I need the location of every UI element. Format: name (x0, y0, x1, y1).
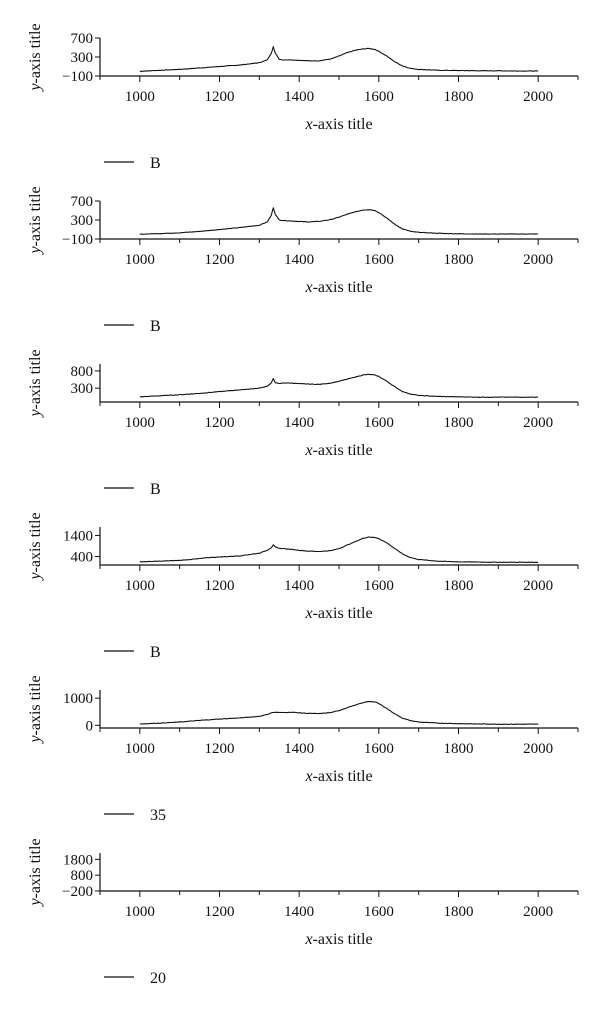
legend-label: 35 (150, 807, 166, 824)
y-tick-label: 300 (71, 213, 94, 229)
x-tick-label: 1800 (444, 904, 474, 920)
x-tick-label: 1600 (364, 415, 394, 431)
y-tick-label: 0 (86, 718, 94, 734)
x-tick-label: 1800 (444, 578, 474, 594)
x-axis-title: x-axis title (304, 116, 372, 133)
y-tick-label: 300 (71, 381, 94, 397)
x-tick-label: 1600 (364, 578, 394, 594)
x-tick-label: 1000 (125, 415, 155, 431)
y-tick-label: 700 (71, 194, 94, 210)
y-tick-label: −200 (62, 884, 93, 900)
legend-label: B (150, 644, 161, 661)
legend-label: B (150, 481, 161, 498)
x-tick-label: 1200 (205, 904, 235, 920)
x-tick-label: 1600 (364, 252, 394, 268)
x-tick-label: 1200 (205, 578, 235, 594)
y-axis-title: y-axis title (27, 838, 44, 907)
series-line-1 (139, 373, 539, 398)
chart-panel-2: 1000 1200 1400 1600 1800 2000 −100 300 700 y-axis… (27, 186, 579, 335)
series-line-1 (139, 46, 539, 72)
x-tick-label: 1000 (125, 578, 155, 594)
x-tick-label: 1000 (125, 741, 155, 757)
x-axis-title: x-axis title (304, 605, 372, 622)
x-tick-label: 2000 (523, 904, 553, 920)
y-tick-label: 1800 (63, 852, 93, 868)
x-tick-label: 2000 (523, 252, 553, 268)
y-axis-title: y-axis title (27, 349, 44, 418)
legend-label: B (150, 318, 161, 335)
y-tick-label: −100 (62, 232, 93, 248)
x-tick-label: 2000 (523, 741, 553, 757)
x-tick-label: 2000 (523, 415, 553, 431)
x-tick-label: 1800 (444, 252, 474, 268)
x-axis-title: x-axis title (304, 279, 372, 296)
y-axis-title: y-axis title (27, 512, 44, 581)
x-axis-title: x-axis title (304, 442, 372, 459)
series-line-1 (139, 207, 539, 235)
chart-panel-1: 1000 1200 1400 1600 1800 2000 −100 300 700 y-axis… (27, 23, 579, 172)
x-tick-label: 1000 (125, 904, 155, 920)
chart-panel-5: 1000 1200 1400 1600 1800 2000 0 1000 y-axis titl… (27, 675, 579, 824)
y-tick-label: 1400 (63, 528, 93, 544)
x-tick-label: 1200 (205, 415, 235, 431)
y-axis-title: y-axis title (27, 23, 44, 92)
legend-label: 20 (150, 970, 166, 987)
y-tick-label: 1000 (63, 691, 93, 707)
x-tick-label: 1800 (444, 741, 474, 757)
y-tick-label: 400 (71, 550, 94, 566)
y-axis-title: y-axis title (27, 186, 44, 255)
y-axis-title: y-axis title (27, 675, 44, 744)
y-tick-label: 800 (71, 868, 94, 884)
chart-panel-6: 1000 1200 1400 1600 1800 2000−2008001800y-axi… (27, 838, 579, 987)
x-tick-label: 1400 (284, 89, 314, 105)
x-tick-label: 1200 (205, 741, 235, 757)
x-tick-label: 1400 (284, 252, 314, 268)
x-tick-label: 1800 (444, 89, 474, 105)
x-axis-title: x-axis title (304, 768, 372, 785)
x-tick-label: 1200 (205, 89, 235, 105)
x-tick-label: 1400 (284, 578, 314, 594)
x-axis-title: x-axis title (304, 931, 372, 948)
series-line-1 (139, 700, 539, 725)
chart-panel-4: 1000 1200 1400 1600 1800 2000 400 1400 y-axis ti… (27, 512, 579, 661)
x-tick-label: 1800 (444, 415, 474, 431)
x-tick-label: 1000 (125, 252, 155, 268)
x-tick-label: 2000 (523, 89, 553, 105)
y-tick-label: 700 (71, 31, 94, 47)
y-tick-label: 800 (71, 364, 94, 380)
series-line-1 (139, 536, 539, 564)
x-tick-label: 2000 (523, 578, 553, 594)
x-tick-label: 1600 (364, 89, 394, 105)
x-tick-label: 1600 (364, 741, 394, 757)
x-tick-label: 1000 (125, 89, 155, 105)
legend-label: B (150, 155, 161, 172)
x-tick-label: 1200 (205, 252, 235, 268)
x-tick-label: 1400 (284, 415, 314, 431)
x-tick-label: 1600 (364, 904, 394, 920)
x-tick-label: 1400 (284, 741, 314, 757)
y-tick-label: −100 (62, 69, 93, 85)
x-tick-label: 1400 (284, 904, 314, 920)
y-tick-label: 300 (71, 50, 94, 66)
